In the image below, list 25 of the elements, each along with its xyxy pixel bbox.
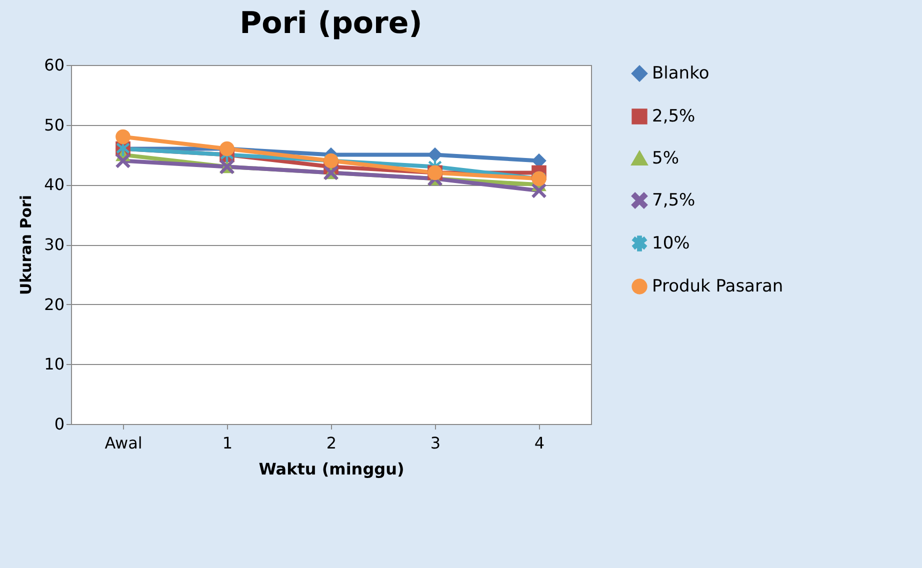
x-axis-title: Waktu (minggu) <box>258 460 404 478</box>
y-tick-label: 10 <box>44 354 64 374</box>
y-tick-label: 0 <box>54 414 64 434</box>
x-tick-label: Awal <box>104 434 142 452</box>
point <box>116 153 130 168</box>
y-tick-label: 60 <box>44 56 64 74</box>
point <box>532 183 546 198</box>
legend-label: Blanko <box>652 64 710 84</box>
y-tick-label: 30 <box>44 235 64 254</box>
y-tick-label: 20 <box>44 294 64 314</box>
x-tick-label: 3 <box>430 434 441 452</box>
y-tick-label: 40 <box>44 175 64 194</box>
point <box>116 129 130 144</box>
y-tick-label: 50 <box>44 115 64 134</box>
legend-label: 7,5% <box>652 190 696 210</box>
legend-label: 10% <box>652 234 690 254</box>
x-tick-label: 4 <box>534 434 545 452</box>
x-tick-label: 1 <box>222 434 233 452</box>
legend-label: 5% <box>652 148 679 168</box>
y-axis-title: Ukuran Pori <box>17 194 36 296</box>
chart-title: Pori (pore) <box>240 6 422 41</box>
point <box>428 147 442 162</box>
legend-label: 2,5% <box>652 106 696 126</box>
x-tick-label: 2 <box>326 434 337 452</box>
legend-label: Produk Pasaran <box>652 276 784 296</box>
